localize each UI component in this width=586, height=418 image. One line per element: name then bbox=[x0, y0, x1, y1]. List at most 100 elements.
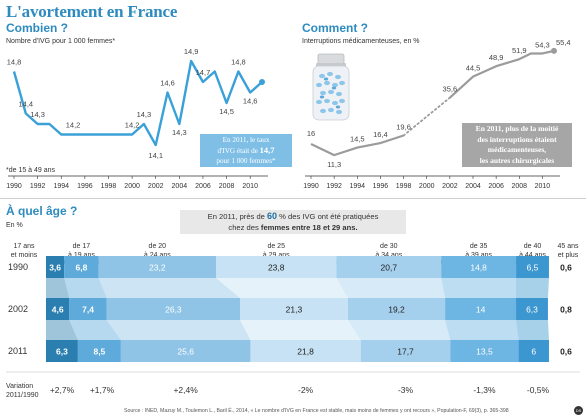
combien-x-tick-label: 2010 bbox=[242, 183, 258, 190]
age-category-label-line1: 17 ans bbox=[13, 243, 35, 250]
combien-series-line bbox=[12, 59, 263, 147]
age-category-label-line1: de 17 bbox=[73, 243, 91, 250]
comment-x-tick-label: 2006 bbox=[488, 183, 504, 190]
comment-x-tick-label: 2002 bbox=[442, 183, 458, 190]
age-connector-band bbox=[106, 320, 251, 340]
age-category-label-line2: et plus bbox=[558, 252, 579, 259]
age-connector-band bbox=[46, 278, 70, 298]
comment-x-tick-label: 2000 bbox=[419, 183, 435, 190]
age-variation-value: -1,3% bbox=[473, 385, 496, 395]
combien-x-tick-label: 2002 bbox=[148, 183, 164, 190]
age-category-label-line2: à 29 ans bbox=[263, 252, 290, 259]
combien-annotation: En 2011, le taux d'IVG était de 14,7 pou… bbox=[200, 134, 292, 167]
age-category-label-line2: à 34 ans bbox=[375, 252, 402, 259]
combien-point-label: 14,8 bbox=[231, 58, 246, 67]
age-bar-segment bbox=[450, 340, 519, 362]
comment-x-tick-label: 2004 bbox=[465, 183, 481, 190]
age-bar-segment bbox=[516, 298, 548, 320]
combien-point-label: 14,3 bbox=[30, 110, 45, 119]
age-bar-segment bbox=[360, 340, 451, 362]
comment-x-tick-label: 2008 bbox=[511, 183, 527, 190]
age-bar-label-last: 0,6 bbox=[560, 263, 572, 273]
age-category-label-line1: de 20 bbox=[149, 243, 167, 250]
comment-point-label: 16 bbox=[307, 129, 315, 138]
comment-point-label: 35,6 bbox=[443, 85, 458, 94]
combien-point-label: 14,3 bbox=[137, 110, 152, 119]
age-bar-segment bbox=[347, 298, 446, 320]
age-bar-label: 19,2 bbox=[388, 305, 405, 315]
combien-line-chart: 1990 1992 1994 1996 1998 2000 2002 2004 2006 2008… bbox=[6, 47, 268, 190]
combien-ylabel: Nombre d'IVG pour 1 000 femmes* bbox=[6, 38, 116, 45]
age-connector-band bbox=[516, 278, 549, 298]
age-bar-segment bbox=[69, 298, 107, 320]
combien-x-tick-label: 2008 bbox=[219, 183, 235, 190]
age-year-label: 2002 bbox=[8, 304, 28, 314]
combien-point-label: 14,8 bbox=[7, 58, 22, 67]
combien-footnote: *de 15 à 49 ans bbox=[6, 167, 56, 174]
comment-x-tick-label: 1998 bbox=[396, 183, 412, 190]
comment-annotation-line4: les autres chirurgicales bbox=[479, 155, 555, 165]
comment-annotation-line3: médicamenteuses, bbox=[487, 145, 547, 154]
age-bar-label: 20,7 bbox=[381, 263, 398, 273]
age-category-label-line1: de 40 bbox=[524, 243, 542, 250]
combien-x-tick-label: 1992 bbox=[30, 183, 46, 190]
combien-end-point bbox=[259, 79, 265, 85]
combien-point-label: 14,6 bbox=[160, 79, 175, 88]
combien-annotation-value: 14,7 bbox=[259, 145, 275, 155]
age-bar-label: 3,6 bbox=[49, 263, 61, 273]
page-title: L'avortement en France bbox=[6, 2, 178, 21]
age-headline-line1: En 2011, près de 60 % des IVG ont été pr… bbox=[180, 211, 406, 222]
age-category-label-line1: 45 ans bbox=[557, 243, 579, 250]
age-bar-label: 23,8 bbox=[268, 263, 285, 273]
age-bar-segment bbox=[77, 340, 121, 362]
age-bar-segment bbox=[120, 340, 251, 362]
age-bar-segment bbox=[46, 340, 78, 362]
age-bar-label: 25,6 bbox=[177, 347, 194, 357]
age-bar-label: 14,8 bbox=[470, 263, 487, 273]
age-connector-band bbox=[239, 320, 361, 340]
age-category-label-line1: de 30 bbox=[380, 243, 398, 250]
age-bar-segment bbox=[336, 256, 442, 278]
age-bar-label: 21,3 bbox=[286, 305, 303, 315]
age-category-label-line1: de 35 bbox=[470, 243, 488, 250]
comment-end-point bbox=[551, 47, 557, 54]
age-bar-label-last: 0,8 bbox=[560, 305, 572, 315]
combien-x-tick-label: 1996 bbox=[77, 183, 93, 190]
age-bar-segment bbox=[64, 256, 99, 278]
comment-ylabel: Interruptions médicamenteuses, en % bbox=[302, 38, 420, 45]
age-headline-suffix: % des IVG ont été pratiquées bbox=[279, 212, 379, 221]
age-bar-label: 6 bbox=[531, 347, 536, 357]
age-bar-segment bbox=[445, 298, 517, 320]
comment-title: Comment ? bbox=[302, 21, 368, 35]
age-bar-label: 6,8 bbox=[76, 263, 88, 273]
age-connector-band bbox=[441, 278, 517, 298]
age-connector-band bbox=[347, 320, 451, 340]
combien-x-tick-label: 2006 bbox=[195, 183, 211, 190]
age-category-label-line2: et moins bbox=[11, 252, 38, 259]
age-connector-band bbox=[69, 320, 121, 340]
comment-x-tick-label: 1994 bbox=[349, 183, 365, 190]
comment-point-label: 44,5 bbox=[466, 64, 481, 73]
comment-point-label: 19,6 bbox=[396, 122, 411, 131]
comment-x-tick-label: 2010 bbox=[535, 183, 551, 190]
age-bar-segment bbox=[106, 298, 240, 320]
age-bar-segment bbox=[46, 298, 70, 320]
age-headline-prefix: En 2011, près de bbox=[207, 212, 265, 221]
age-connector-band bbox=[516, 320, 549, 340]
age-connector-band bbox=[336, 278, 446, 298]
age-bar-label: 6,3 bbox=[526, 305, 538, 315]
age-title: À quel âge ? bbox=[6, 204, 78, 218]
combien-annotation-line3: pour 1 000 femmes* bbox=[216, 157, 276, 165]
age-bar-segment bbox=[441, 256, 517, 278]
age-variation-value: -3% bbox=[398, 385, 414, 395]
age-headline-line2-bold: femmes entre 18 et 29 ans. bbox=[260, 223, 358, 232]
comment-annotation: En 2011, plus de la moitié des interrupt… bbox=[462, 123, 572, 167]
age-headline-line2: chez des femmes entre 18 et 29 ans. bbox=[180, 222, 406, 233]
combien-annotation-line2: d'IVG était de 14,7 bbox=[200, 145, 292, 156]
combien-point-label: 14,5 bbox=[219, 107, 234, 116]
age-headline-value: 60 bbox=[267, 211, 278, 221]
age-bar-segment bbox=[216, 256, 337, 278]
age-connector-band bbox=[46, 320, 78, 340]
combien-point-label: 14,1 bbox=[148, 151, 163, 160]
combien-annotation-line1: En 2011, le taux bbox=[222, 136, 270, 144]
